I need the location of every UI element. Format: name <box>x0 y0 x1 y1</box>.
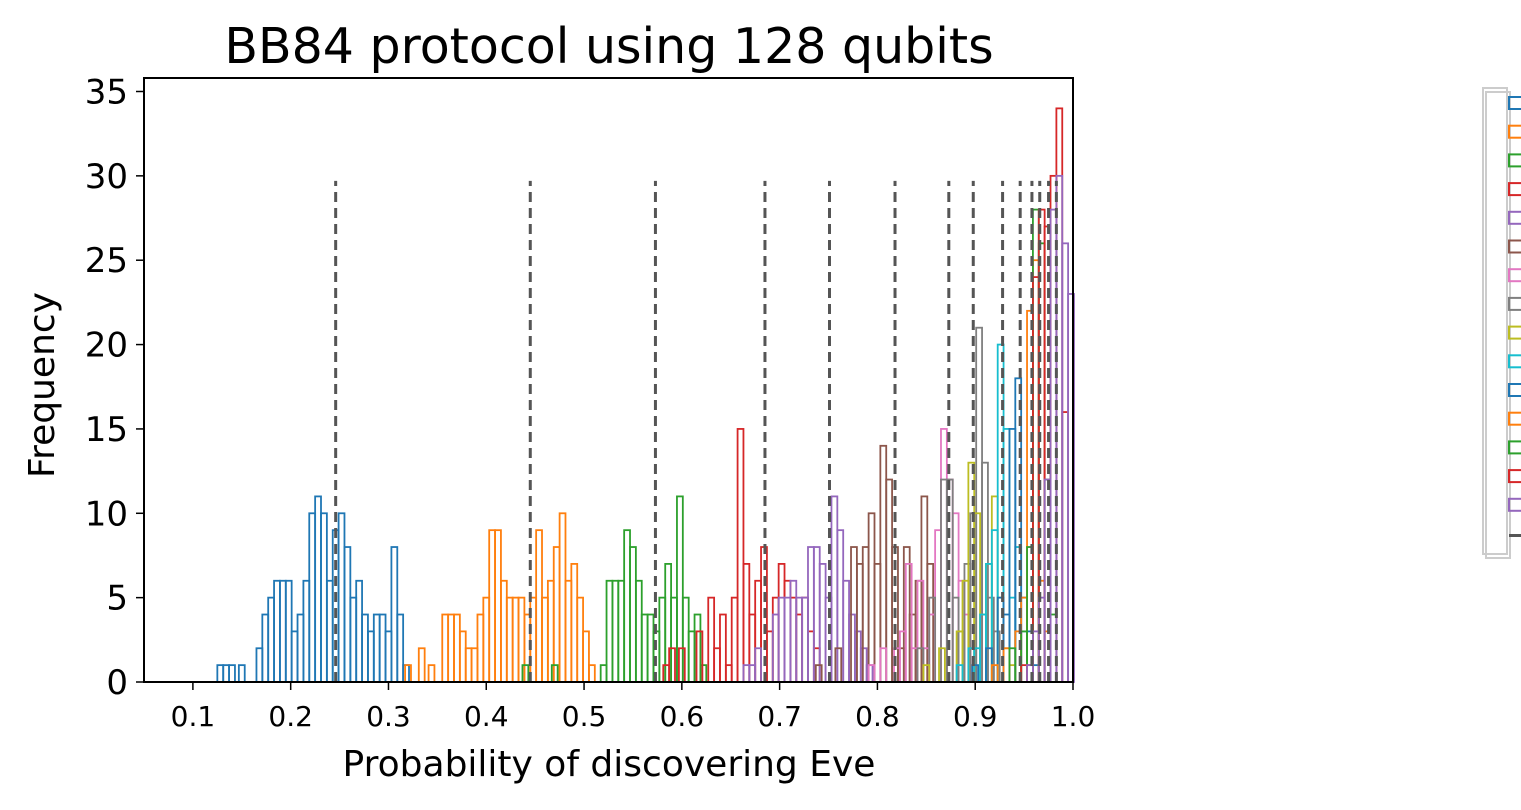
y-axis-label: Frequency <box>22 292 63 478</box>
bar <box>834 647 843 683</box>
legend-swatch <box>1508 383 1521 397</box>
legend-swatch <box>1508 210 1521 225</box>
x-tick-label: 0.7 <box>757 700 802 733</box>
y-tick-label: 10 <box>85 494 128 534</box>
bar <box>922 664 931 683</box>
bar <box>938 647 946 683</box>
bar <box>955 664 964 683</box>
y-tick-label: 0 <box>106 663 128 703</box>
bar <box>754 647 762 683</box>
bars-layer <box>216 107 1075 683</box>
legend-swatch <box>1508 239 1521 254</box>
bar <box>814 664 823 683</box>
series-2 <box>404 512 596 683</box>
legend-swatch <box>1508 469 1521 484</box>
bar <box>990 664 999 683</box>
x-tick-label: 0.6 <box>660 700 705 733</box>
plot-frame <box>143 77 1074 683</box>
x-axis-label: Probability of discovering Eve <box>343 744 876 785</box>
series-8 <box>916 326 1001 683</box>
bar <box>865 664 874 683</box>
legend-swatch <box>1508 124 1521 139</box>
y-tick-label: 5 <box>106 579 128 619</box>
x-tick-label: 1.0 <box>1051 700 1096 733</box>
y-tick-label: 25 <box>85 241 128 281</box>
series-6 <box>814 444 935 683</box>
series-7 <box>867 428 978 683</box>
x-tick-label: 0.3 <box>366 700 411 733</box>
bar <box>521 664 530 683</box>
y-axis: 0 5 10 15 20 25 30 35 <box>85 72 144 703</box>
legend <box>1482 87 1521 559</box>
x-tick-label: 0.8 <box>855 700 900 733</box>
legend-swatch <box>1508 153 1521 168</box>
legend-swatch <box>1508 325 1521 340</box>
legend-swatch <box>1508 96 1521 110</box>
legend-swatch <box>1508 440 1521 455</box>
legend-swatch <box>1508 411 1521 426</box>
bar <box>417 647 426 683</box>
x-axis: 0.1 0.2 0.3 0.4 0.5 0.6 0.7 0.8 0.9 1.0 <box>171 682 1096 733</box>
x-tick-label: 0.2 <box>268 700 313 733</box>
x-tick-label: 0.9 <box>953 700 998 733</box>
bar <box>588 664 596 683</box>
legend-frame-shadow <box>1485 91 1511 559</box>
y-tick-label: 20 <box>85 326 128 366</box>
bar <box>237 664 246 683</box>
mean-lines-layer <box>334 180 1058 682</box>
bar <box>427 664 436 683</box>
y-tick-label: 35 <box>85 72 128 112</box>
x-tick-label: 0.4 <box>464 700 509 733</box>
bar <box>402 664 410 683</box>
chart-title: BB84 protocol using 128 qubits <box>224 18 993 75</box>
legend-swatch <box>1508 182 1521 197</box>
bar <box>867 664 876 683</box>
legend-swatch <box>1508 268 1521 283</box>
bar <box>550 664 559 683</box>
bar <box>699 664 708 683</box>
series-5 <box>742 495 874 683</box>
bar <box>404 664 412 683</box>
y-tick-label: 30 <box>85 157 128 197</box>
legend-swatch <box>1508 497 1521 512</box>
bar <box>228 664 236 683</box>
x-tick-label: 0.5 <box>562 700 607 733</box>
series-15 <box>1026 174 1075 683</box>
legend-swatch <box>1508 354 1521 369</box>
bar <box>879 647 888 683</box>
bar <box>992 630 1001 683</box>
bar <box>678 647 686 683</box>
bar <box>695 630 704 683</box>
legend-swatch <box>1508 296 1521 311</box>
y-tick-label: 15 <box>85 410 128 450</box>
x-tick-label: 0.1 <box>171 700 216 733</box>
series-1 <box>216 495 410 683</box>
bar <box>668 647 676 683</box>
legend-frame <box>1482 87 1508 555</box>
